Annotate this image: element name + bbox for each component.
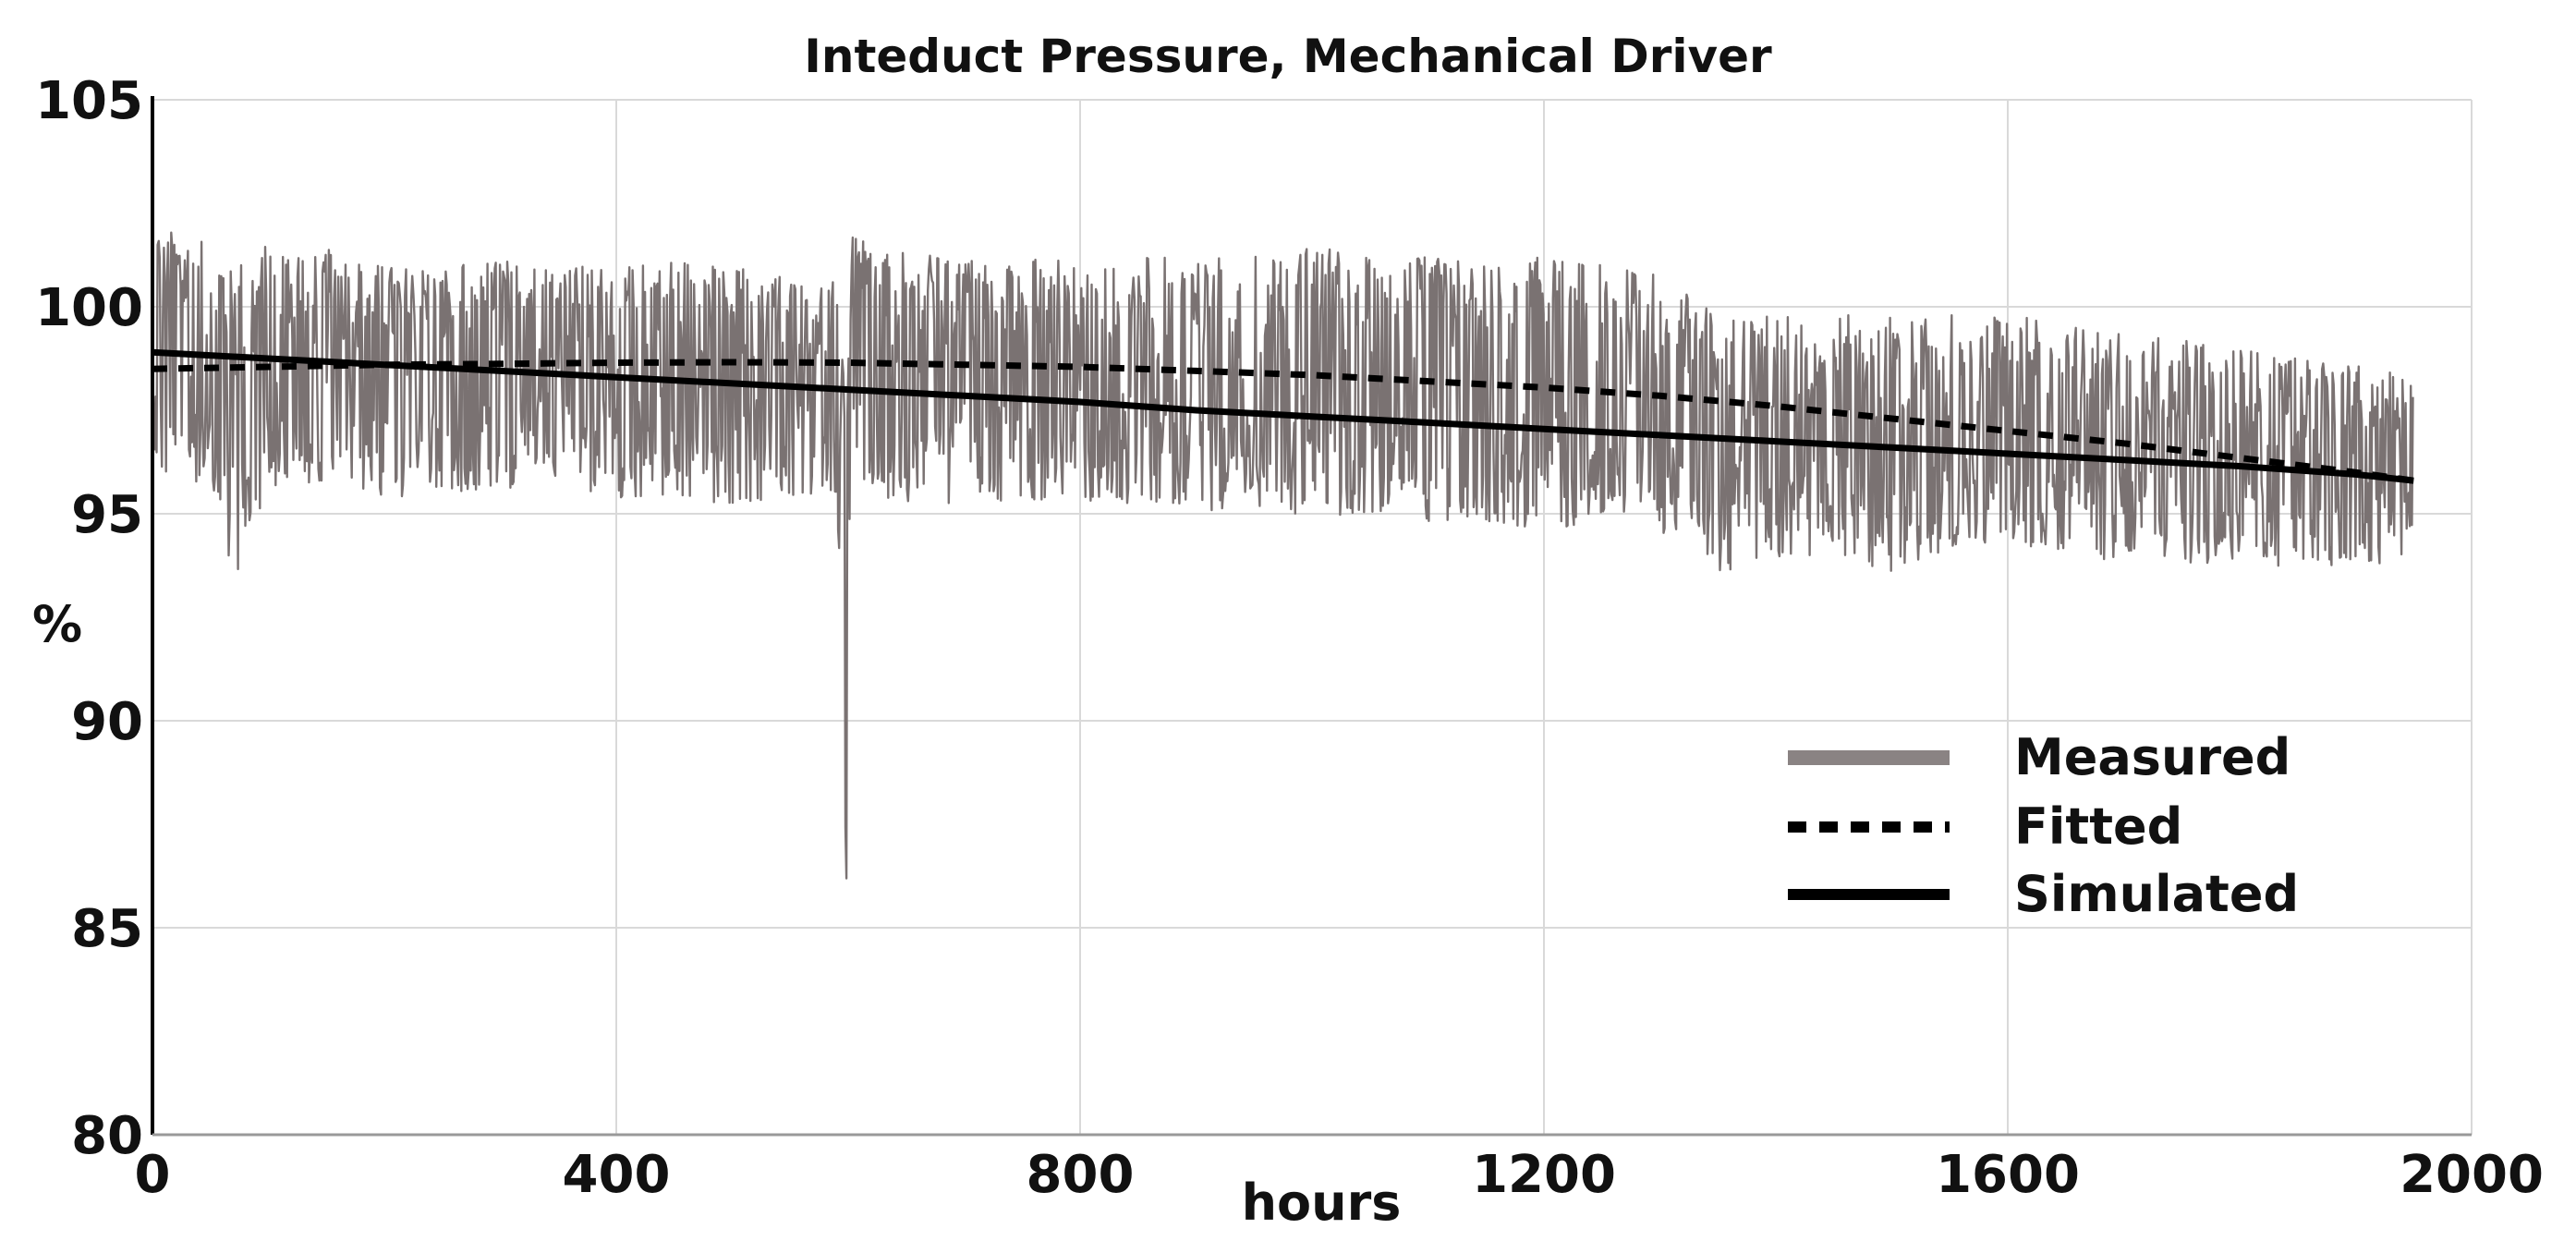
x-tick-label-800: 800 — [1027, 1145, 1135, 1205]
y-tick-label-95: 95 — [71, 485, 143, 545]
series-layer — [151, 231, 2414, 880]
chart-title: Inteduct Pressure, Mechanical Driver — [804, 30, 1772, 83]
y-tick-label-80: 80 — [71, 1106, 143, 1166]
x-tick-label-0: 0 — [135, 1145, 171, 1205]
x-tick-label-1600: 1600 — [1936, 1145, 2080, 1205]
x-tick-label-2000: 2000 — [2400, 1145, 2544, 1205]
legend: Measured Fitted Simulated — [1788, 728, 2299, 923]
y-tick-label-85: 85 — [71, 899, 143, 959]
axes-layer: 0 400 800 1200 1600 2000 80 85 90 95 100 105 — [35, 71, 2544, 1205]
y-tick-label-90: 90 — [71, 692, 143, 752]
x-tick-label-400: 400 — [563, 1145, 671, 1205]
y-tick-label-105: 105 — [35, 71, 143, 131]
series-measured-line — [151, 231, 2414, 880]
x-axis-label: hours — [1242, 1174, 1402, 1232]
legend-label-fitted: Fitted — [2014, 797, 2182, 856]
x-tick-label-1200: 1200 — [1472, 1145, 1616, 1205]
y-tick-label-100: 100 — [35, 278, 143, 338]
legend-label-simulated: Simulated — [2014, 865, 2299, 923]
y-axis-label: % — [32, 595, 82, 653]
series-simulated-line — [152, 348, 2414, 484]
legend-label-measured: Measured — [2014, 728, 2290, 786]
